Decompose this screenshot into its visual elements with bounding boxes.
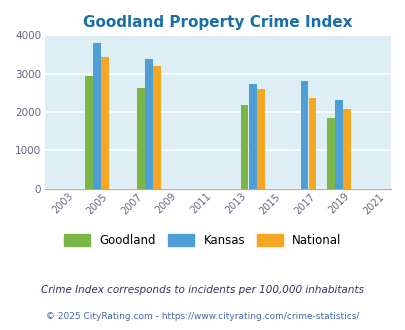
Bar [248, 84, 256, 189]
Text: © 2025 CityRating.com - https://www.cityrating.com/crime-statistics/: © 2025 CityRating.com - https://www.city… [46, 312, 359, 321]
Bar [300, 81, 308, 189]
Bar [85, 76, 93, 189]
Bar [240, 105, 248, 189]
Bar [137, 88, 145, 189]
Bar [101, 57, 109, 189]
Bar [335, 100, 342, 189]
Legend: Goodland, Kansas, National: Goodland, Kansas, National [60, 229, 345, 251]
Bar [256, 89, 264, 189]
Bar [343, 109, 350, 189]
Bar [326, 118, 334, 189]
Bar [153, 66, 160, 189]
Bar [308, 98, 315, 189]
Bar [93, 43, 101, 189]
Title: Goodland Property Crime Index: Goodland Property Crime Index [83, 15, 352, 30]
Text: Crime Index corresponds to incidents per 100,000 inhabitants: Crime Index corresponds to incidents per… [41, 285, 364, 295]
Bar [145, 59, 152, 189]
